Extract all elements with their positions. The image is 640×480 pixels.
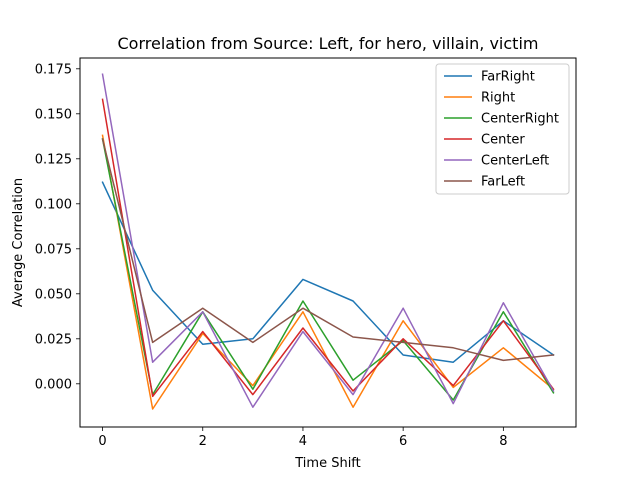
series-line-farleft [101,138,555,362]
series-line-farright [101,181,555,363]
x-tick-label: 0 [98,434,106,449]
x-tick-label: 6 [399,434,407,449]
legend-label-center: Center [481,133,525,148]
legend-label-centerleft: CenterLeft [481,154,549,169]
y-tick-label: 0.050 [35,287,72,302]
y-tick-label: 0.125 [35,152,72,167]
legend-label-right: Right [481,91,515,106]
series-line-centerleft [101,73,555,408]
plot-area-frame [79,57,577,428]
series-lines [101,73,555,410]
x-tick-label: 4 [299,434,307,449]
x-axis: 0 2 4 6 8 [98,427,507,449]
legend-label-centerright: CenterRight [481,112,559,127]
series-line-centerright [101,138,555,401]
legend-label-farright: FarRight [481,70,535,85]
y-axis: 0.000 0.025 0.050 0.075 0.100 0.125 0.150 0.175 [35,62,80,392]
x-axis-label: Time Shift [294,456,361,471]
legend-label-farleft: FarLeft [481,175,525,190]
chart-title: Correlation from Source: Left, for hero,… [118,34,539,53]
y-tick-label: 0.000 [35,377,72,392]
legend: FarRight Right CenterRight Center CenterLeft… [435,63,570,195]
y-tick-label: 0.175 [35,62,72,77]
y-tick-label: 0.100 [35,197,72,212]
x-tick-label: 2 [199,434,207,449]
y-axis-label: Average Correlation [11,178,26,307]
y-tick-label: 0.150 [35,107,72,122]
y-tick-label: 0.075 [35,242,72,257]
y-tick-label: 0.025 [35,332,72,347]
x-tick-label: 8 [499,434,507,449]
